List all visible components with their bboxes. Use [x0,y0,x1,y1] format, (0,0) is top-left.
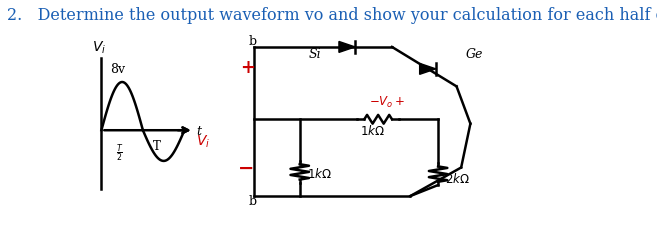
Text: b: b [249,195,257,208]
Polygon shape [420,63,436,74]
Text: −: − [237,160,254,178]
Text: +: + [240,59,255,77]
Text: $V_i$: $V_i$ [92,39,106,56]
Text: $\frac{T}{2}$: $\frac{T}{2}$ [116,143,124,164]
Text: b: b [249,35,257,48]
Text: $1k\Omega$: $1k\Omega$ [307,167,332,182]
Text: 8v: 8v [110,63,125,76]
Text: $V_i$: $V_i$ [196,134,210,150]
Polygon shape [339,41,355,52]
Text: $- V_o +$: $- V_o +$ [369,95,405,110]
Text: Si: Si [309,48,321,61]
Text: 2.   Determine the output waveform vo and show your calculation for each half ci: 2. Determine the output waveform vo and … [7,7,657,24]
Text: T: T [153,140,161,153]
Text: $1k\Omega$: $1k\Omega$ [359,124,384,138]
Text: t: t [196,125,201,138]
Text: $2k\Omega$: $2k\Omega$ [445,172,470,186]
Text: Ge: Ge [466,48,483,61]
